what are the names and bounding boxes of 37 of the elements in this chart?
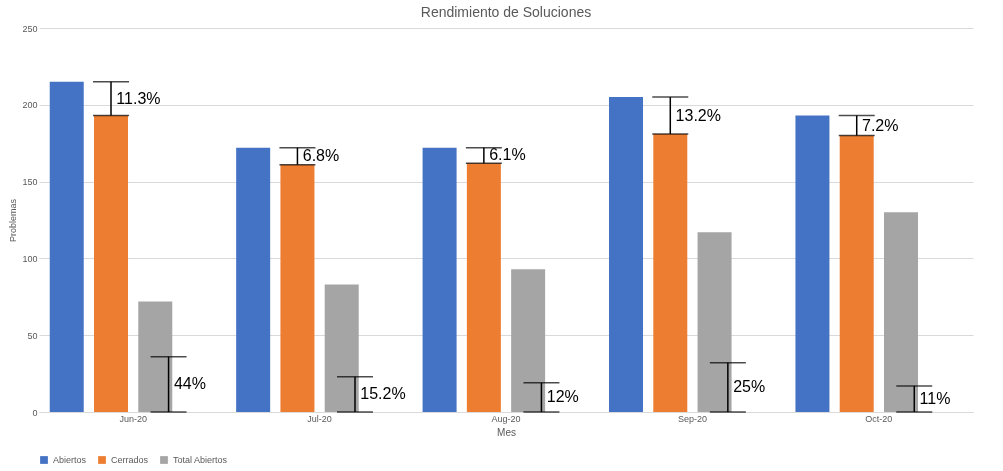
legend-label: Total Abiertos <box>173 455 228 465</box>
bar <box>795 115 830 412</box>
bar <box>839 135 874 412</box>
bar <box>94 115 129 412</box>
annotation: 6.1% <box>489 146 526 164</box>
annotation: 13.2% <box>675 106 721 124</box>
annotation: 12% <box>546 388 579 406</box>
y-tick-label: 200 <box>22 100 38 111</box>
annotation: 44% <box>173 375 206 393</box>
bar <box>653 133 688 412</box>
annotation: 6.8% <box>302 147 340 165</box>
bar <box>49 81 84 412</box>
annotation: 11% <box>919 389 951 407</box>
y-axis-title: Problemas <box>8 198 19 243</box>
y-tick-label: 0 <box>32 407 38 418</box>
y-tick-label: 100 <box>22 253 38 264</box>
x-tick-label: Jul-20 <box>307 413 332 424</box>
annotation: 7.2% <box>862 116 899 134</box>
x-tick-label: Oct-20 <box>865 413 893 424</box>
legend-label: Cerrados <box>111 455 149 465</box>
bar <box>236 147 271 412</box>
x-tick-label: Sep-20 <box>677 413 707 424</box>
y-tick-label: 50 <box>27 330 38 341</box>
x-axis-title: Mes <box>497 426 516 438</box>
bar <box>466 163 501 412</box>
y-tick-label: 150 <box>22 177 38 188</box>
bar <box>609 97 644 412</box>
x-tick-label: Aug-20 <box>491 413 521 424</box>
bar <box>422 147 457 412</box>
x-tick-label: Jun-20 <box>119 413 147 424</box>
annotation: 15.2% <box>360 385 406 403</box>
legend-label: Abiertos <box>53 455 87 465</box>
y-tick-label: 250 <box>22 23 38 34</box>
annotation: 11.3% <box>116 89 161 107</box>
bar <box>280 164 315 412</box>
chart-title: Rendimiento de Soluciones <box>420 4 592 20</box>
annotation: 25% <box>733 378 766 396</box>
